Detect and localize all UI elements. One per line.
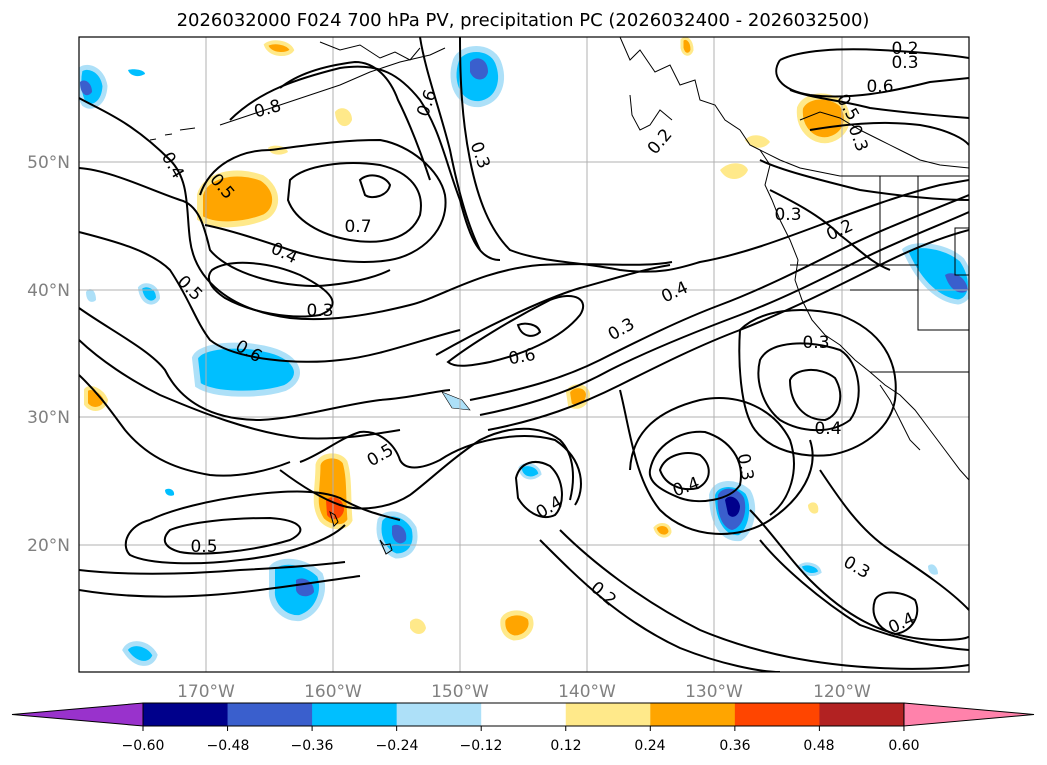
precip-blob — [191, 342, 300, 397]
precip-blob — [86, 289, 96, 302]
colorbar-segment — [143, 703, 229, 726]
contour-label: 0.3 — [802, 333, 829, 353]
precip-blob — [798, 562, 822, 576]
precip-blob — [335, 108, 352, 127]
lat-tick: 20°N — [27, 536, 70, 556]
colorbar-extend-min — [11, 702, 144, 727]
precip-blob — [725, 496, 740, 517]
precip-blob — [80, 80, 92, 96]
precip-blob — [500, 610, 534, 641]
colorbar: −0.60 −0.48 −0.36 −0.24 −0.12 0.12 0.24 … — [11, 702, 1035, 754]
colorbar-tick-label: −0.36 — [291, 738, 334, 754]
lon-tick: 140°W — [558, 682, 616, 702]
colorbar-segment — [396, 703, 482, 726]
coastlines — [149, 37, 969, 555]
lat-tick: 40°N — [27, 281, 70, 301]
colorbar-ticks — [142, 726, 905, 731]
contour-label: 0.6 — [507, 345, 537, 369]
colorbar-tick-label: 0.36 — [719, 738, 750, 754]
contour-label: 0.6 — [866, 77, 893, 97]
contour-label: 0.2 — [891, 39, 918, 59]
precip-blob — [197, 170, 279, 228]
precip-blob — [808, 502, 819, 514]
precip-blob — [79, 64, 108, 109]
lat-tick: 30°N — [27, 408, 70, 428]
colorbar-extend-max — [903, 702, 1035, 727]
lat-tick: 50°N — [27, 153, 70, 173]
colorbar-tick-label: 0.60 — [888, 738, 919, 754]
colorbar-segment — [565, 703, 651, 726]
precip-blob — [263, 40, 295, 56]
lon-tick-labels: 170°W 160°W 150°W 140°W 130°W 120°W — [177, 682, 871, 702]
map-frame — [78, 36, 970, 673]
lon-tick: 170°W — [177, 682, 235, 702]
colorbar-tick-label: −0.24 — [376, 738, 419, 754]
map-panel: 0.2 0.3 0.6 0.5 0.3 0.2 0.8 0.6 0.3 0.4 … — [78, 36, 970, 673]
precip-blob — [137, 283, 161, 305]
colorbar-segment — [819, 703, 905, 726]
colorbar-tick-label: −0.60 — [122, 738, 165, 754]
colorbar-tick-label: 0.48 — [803, 738, 834, 754]
colorbar-segment — [734, 703, 820, 726]
colorbar-segment — [312, 703, 398, 726]
precip-blob — [441, 391, 471, 411]
colorbar-segment — [481, 703, 567, 726]
colorbar-segment — [650, 703, 736, 726]
colorbar-tick-labels: −0.60 −0.48 −0.36 −0.24 −0.12 0.12 0.24 … — [122, 738, 920, 754]
precip-blob — [680, 37, 694, 56]
lon-tick: 150°W — [431, 682, 489, 702]
lon-tick: 130°W — [685, 682, 743, 702]
pv-contours — [79, 37, 969, 672]
precip-blob — [165, 488, 175, 496]
precip-blob — [470, 58, 488, 80]
contour-label: 0.3 — [891, 53, 918, 73]
colorbar-tick-label: 0.24 — [634, 738, 665, 754]
precip-blob — [392, 524, 407, 544]
precip-blob — [128, 69, 145, 77]
precip-blob — [653, 523, 672, 538]
colorbar-tick-label: −0.12 — [460, 738, 503, 754]
lon-tick: 120°W — [813, 682, 871, 702]
contour-label: 0.5 — [190, 537, 217, 557]
contour-label: 0.3 — [733, 452, 757, 482]
colorbar-outline — [142, 702, 905, 727]
contour-label: 0.3 — [774, 205, 801, 225]
precip-blob — [928, 564, 938, 575]
precip-blob — [410, 618, 426, 634]
precip-blob — [945, 273, 968, 293]
lat-tick-labels: 50°N 40°N 30°N 20°N — [27, 153, 70, 556]
map-title: 2026032000 F024 700 hPa PV, precipitatio… — [177, 10, 870, 31]
precip-blob — [122, 641, 158, 666]
contour-label: 0.3 — [306, 301, 333, 321]
precip-blob — [745, 135, 770, 148]
colorbar-segment — [227, 703, 313, 726]
contour-label: 0.7 — [344, 217, 371, 237]
colorbar-tick-label: −0.48 — [207, 738, 250, 754]
colorbar-segments — [11, 702, 1035, 727]
contour-label: 0.4 — [814, 419, 841, 439]
colorbar-tick-label: 0.12 — [550, 738, 581, 754]
lon-tick: 160°W — [304, 682, 362, 702]
precip-blob — [720, 163, 748, 180]
